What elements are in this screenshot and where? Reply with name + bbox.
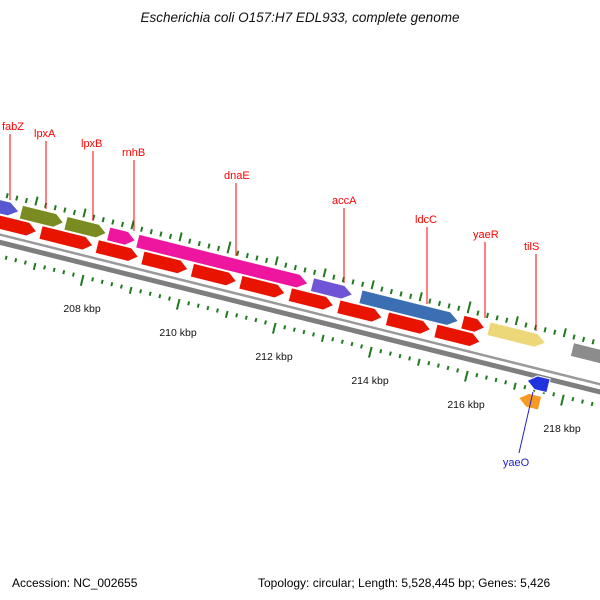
red-gene-row: [0, 214, 482, 349]
ruler-label-208: 208 kbp: [63, 303, 101, 315]
status-bar: Accession: NC_002655 Topology: circular;…: [0, 570, 600, 600]
gene-arrow-red-6[interactable]: [238, 274, 287, 300]
gene-callout-dnaE: dnaE: [224, 170, 250, 256]
backbone-line-thin: [0, 227, 600, 392]
gene-arrow-red-1[interactable]: [0, 214, 38, 238]
gene-arrow-red-2[interactable]: [38, 224, 95, 253]
gene-label-fabZ[interactable]: fabZ: [2, 121, 24, 133]
gene-label-yaeO[interactable]: yaeO: [503, 457, 530, 469]
gene-label-lpxB[interactable]: lpxB: [81, 138, 102, 150]
gene-arrow-rnhB[interactable]: [105, 226, 137, 247]
leader-line-yaeO: [518, 391, 534, 454]
ruler-label-210: 210 kbp: [159, 327, 197, 339]
ruler-ticks-top: [5, 193, 595, 345]
gene-callout-accA: accA: [332, 195, 357, 283]
gene-arrow-yaeR[interactable]: [460, 314, 487, 334]
gene-callout-yaeR: yaeR: [473, 229, 499, 318]
gene-arrow-tilS[interactable]: [486, 321, 548, 350]
gene-arrow-red-8[interactable]: [336, 299, 384, 324]
reverse-gene-row: [517, 374, 551, 411]
ruler-label-218: 218 kbp: [543, 423, 581, 435]
gene-label-accA[interactable]: accA: [332, 195, 357, 207]
forward-gene-row: [0, 194, 600, 368]
gene-arrow-lpxB[interactable]: [63, 215, 108, 240]
gene-label-dnaE[interactable]: dnaE: [224, 170, 250, 182]
gene-callout-ldcC: ldcC: [415, 214, 437, 304]
genome-title: Escherichia coli O157:H7 EDL933, complet…: [140, 10, 460, 25]
gene-arrow-red-9[interactable]: [384, 311, 432, 336]
gene-arrow-ldcC[interactable]: [358, 289, 460, 328]
ruler-ticks-bottom: [4, 255, 594, 407]
gene-arrow-red-7[interactable]: [287, 287, 335, 312]
gene-arrow-yaeO[interactable]: [525, 374, 551, 394]
gene-label-lpxA[interactable]: lpxA: [34, 128, 56, 140]
gene-label-ldcC[interactable]: ldcC: [415, 214, 437, 226]
gene-callout-lpxB: lpxB: [81, 138, 102, 221]
gene-callout-lpxA: lpxA: [34, 128, 56, 209]
genome-track: [0, 193, 600, 411]
accession-text: Accession: NC_002655: [12, 576, 138, 590]
ruler-label-214: 214 kbp: [351, 375, 389, 387]
gene-arrow-red-4[interactable]: [140, 250, 190, 276]
gene-callout-tilS: tilS: [524, 241, 539, 331]
gene-arrow-orange[interactable]: [517, 391, 543, 411]
gene-labels: fabZ lpxA lpxB rnhB dnaE accA ldcC yaeR: [2, 121, 539, 469]
gene-arrow-red-5[interactable]: [189, 262, 238, 288]
gene-arrow-gray[interactable]: [569, 342, 600, 368]
gene-label-tilS[interactable]: tilS: [524, 241, 539, 253]
gene-callout-rnhB: rnhB: [122, 147, 145, 231]
gene-label-rnhB[interactable]: rnhB: [122, 147, 145, 159]
gene-arrow-red-10[interactable]: [433, 323, 482, 349]
gene-callout-fabZ: fabZ: [2, 121, 24, 200]
gene-arrow-accA[interactable]: [309, 277, 354, 302]
ruler-label-212: 212 kbp: [255, 351, 293, 363]
topology-text: Topology: circular; Length: 5,528,445 bp…: [258, 576, 551, 590]
backbone-line-thick: [0, 233, 600, 400]
gene-callout-yaeO: yaeO: [503, 391, 534, 469]
ruler-label-216: 216 kbp: [447, 399, 485, 411]
gene-arrow-dnaE[interactable]: [134, 233, 310, 290]
gene-arrow-red-3[interactable]: [94, 239, 140, 264]
gene-label-yaeR[interactable]: yaeR: [473, 229, 499, 241]
ruler-labels: 208 kbp 210 kbp 212 kbp 214 kbp 216 kbp …: [63, 303, 581, 435]
gene-arrow-fabZ[interactable]: [0, 194, 21, 219]
gene-arrow-lpxA[interactable]: [18, 204, 65, 229]
